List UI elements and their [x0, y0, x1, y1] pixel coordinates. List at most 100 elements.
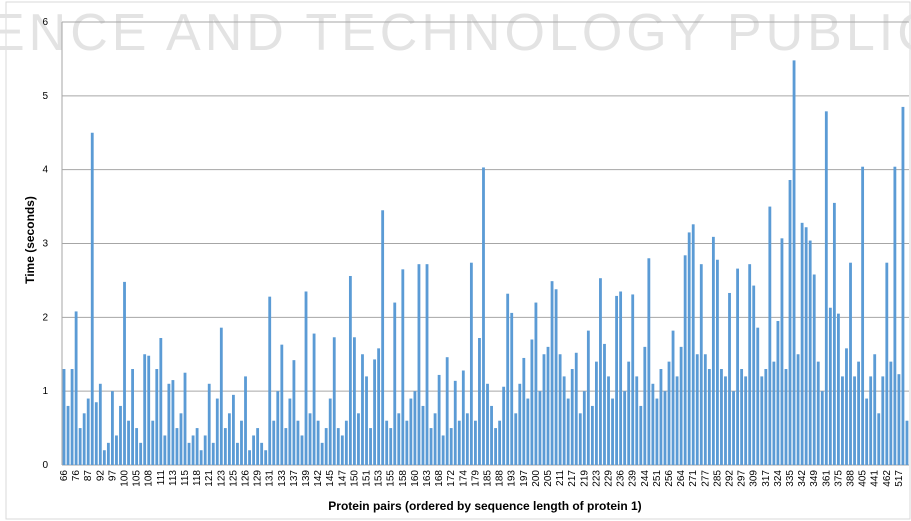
bar: [405, 420, 409, 465]
bar: [369, 428, 372, 465]
bar: [409, 398, 413, 465]
x-tick-label: 271: [688, 470, 699, 487]
y-tick-label: 4: [42, 165, 48, 176]
bar: [252, 435, 255, 465]
bar: [191, 435, 195, 465]
bar: [111, 391, 114, 465]
bar: [284, 428, 288, 465]
bar: [679, 346, 683, 465]
x-tick-label: 100: [120, 470, 131, 487]
bar: [784, 369, 788, 465]
bar: [885, 262, 889, 465]
x-tick-label: 193: [507, 470, 518, 487]
x-tick-label: 153: [374, 470, 385, 487]
x-tick-label: 200: [531, 470, 542, 487]
bar: [716, 259, 719, 465]
bar: [106, 442, 110, 465]
bar: [586, 330, 590, 465]
bar: [340, 435, 344, 465]
x-tick-label: 244: [640, 470, 651, 487]
bar: [635, 376, 639, 465]
bar: [397, 413, 401, 465]
bar: [98, 383, 102, 465]
bar: [66, 405, 70, 465]
bar: [707, 369, 711, 465]
x-tick-label: 342: [797, 470, 808, 487]
bar: [788, 180, 792, 465]
bar: [647, 258, 651, 465]
bar: [324, 428, 328, 465]
x-tick-label: 211: [555, 470, 566, 486]
bar: [147, 355, 151, 465]
x-tick-label: 158: [398, 470, 409, 487]
bar: [542, 354, 546, 465]
bar: [353, 337, 356, 465]
chart-frame: [5, 1, 911, 520]
x-tick-label: 92: [95, 470, 106, 482]
bar: [599, 278, 602, 465]
x-tick-label: 125: [228, 470, 239, 487]
x-tick-label: 151: [362, 470, 373, 487]
bar: [373, 359, 376, 465]
x-tick-label: 108: [144, 470, 155, 487]
bar: [119, 405, 122, 465]
bar: [873, 354, 877, 465]
bar: [510, 312, 514, 465]
bar: [82, 413, 86, 465]
bar: [728, 292, 731, 465]
x-tick-label: 118: [192, 470, 203, 486]
bar: [195, 428, 199, 465]
y-axis-title: Time (seconds): [23, 196, 37, 284]
bar: [502, 386, 506, 465]
bar: [498, 420, 502, 465]
bar: [494, 428, 497, 465]
x-tick-label: 239: [628, 470, 639, 487]
bar: [752, 285, 756, 465]
x-tick-label: 335: [785, 470, 796, 487]
bar: [94, 402, 98, 465]
bar: [595, 361, 598, 465]
bar: [240, 420, 243, 465]
x-tick-label: 155: [386, 470, 397, 487]
x-axis-title: Protein pairs (ordered by sequence lengt…: [328, 499, 641, 513]
bar: [292, 360, 296, 465]
bar: [518, 383, 522, 465]
x-tick-label: 145: [325, 470, 336, 487]
bar: [615, 295, 618, 465]
bar: [849, 262, 852, 465]
bar: [280, 344, 284, 465]
bar: [308, 413, 312, 465]
bar: [720, 369, 723, 465]
x-tick-label: 142: [313, 470, 324, 487]
x-tick-label: 256: [664, 470, 675, 487]
bar: [264, 450, 268, 465]
bar: [804, 227, 808, 465]
bar: [611, 398, 614, 465]
bar: [163, 435, 167, 465]
bar: [236, 442, 239, 465]
bar: [590, 405, 594, 465]
bar: [514, 413, 518, 465]
x-tick-label: 188: [495, 470, 506, 487]
x-tick-label: 309: [749, 470, 760, 487]
bar: [361, 354, 364, 465]
bar: [796, 354, 800, 465]
bar: [780, 238, 784, 465]
bar: [417, 264, 421, 465]
bar: [429, 428, 433, 465]
bar: [357, 413, 360, 465]
bar: [276, 391, 280, 465]
x-tick-label: 292: [725, 470, 736, 487]
bar: [655, 398, 659, 465]
bar: [845, 348, 848, 465]
bar: [244, 376, 247, 465]
bar: [812, 274, 816, 465]
bar: [828, 307, 832, 465]
bar: [70, 369, 74, 465]
x-tick-label: 223: [591, 470, 602, 487]
x-tick-label: 66: [59, 470, 70, 482]
bar: [183, 372, 187, 465]
x-tick-label: 126: [241, 470, 252, 487]
bar: [421, 405, 425, 465]
